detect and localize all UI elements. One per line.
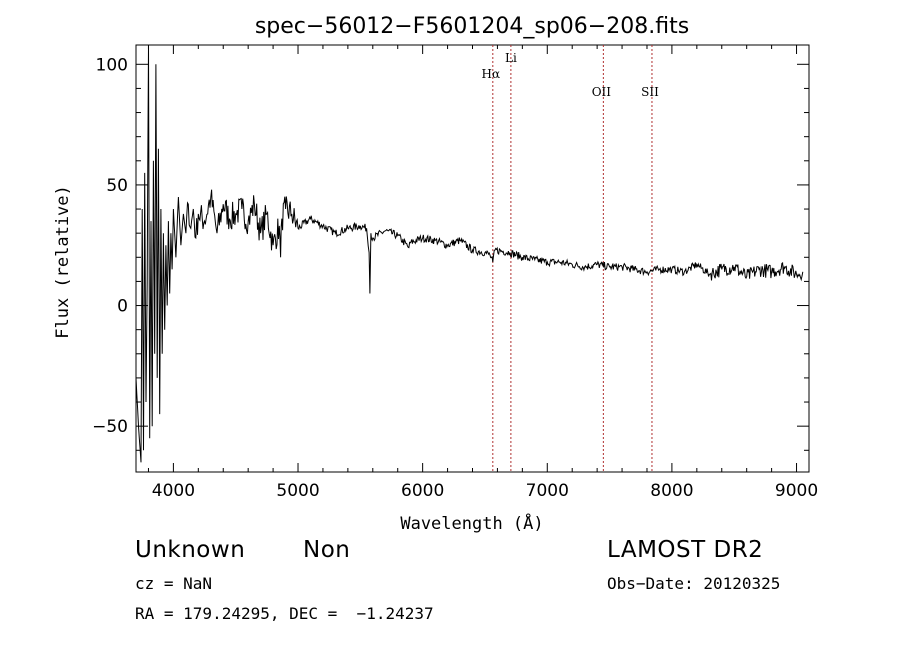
- plot-frame: [135, 44, 810, 473]
- coordinates-readout: RA = 179.24295, DEC = −1.24237: [135, 604, 434, 623]
- x-axis-label: Wavelength (Å): [400, 512, 543, 534]
- spectral-line-label: Li: [505, 51, 517, 65]
- redshift-readout: cz = NaN: [135, 574, 213, 593]
- spectral-line-label: Hα: [482, 67, 501, 81]
- x-tick-label: 4000: [152, 481, 195, 501]
- spectral-line-markers: Hα Li OII SII: [482, 45, 659, 472]
- axis-ticks: [136, 45, 809, 472]
- x-tick-label: 7000: [526, 481, 569, 501]
- chart-title: spec−56012−F5601204_sp06−208.fits: [255, 14, 689, 39]
- object-class: Unknown: [135, 537, 246, 563]
- spectral-line-label: OII: [592, 85, 612, 99]
- survey-name: LAMOST DR2: [607, 537, 764, 563]
- x-tick-label: 9000: [775, 481, 818, 501]
- axis-labels: 4000 5000 6000 7000 8000 9000 −50 0 50 100: [92, 55, 818, 501]
- y-tick-label: 100: [96, 55, 128, 75]
- spectral-line-label: SII: [641, 85, 659, 99]
- spectrum-series-line: [135, 44, 804, 463]
- y-tick-label: −50: [92, 417, 128, 437]
- y-tick-label: 50: [106, 176, 128, 196]
- observation-date: Obs−Date: 20120325: [607, 574, 781, 593]
- y-axis-label: Flux (relative): [53, 185, 73, 339]
- object-subclass: Non: [303, 537, 351, 563]
- x-tick-label: 8000: [650, 481, 693, 501]
- y-tick-label: 0: [117, 297, 128, 317]
- x-tick-label: 6000: [401, 481, 444, 501]
- x-tick-label: 5000: [276, 481, 319, 501]
